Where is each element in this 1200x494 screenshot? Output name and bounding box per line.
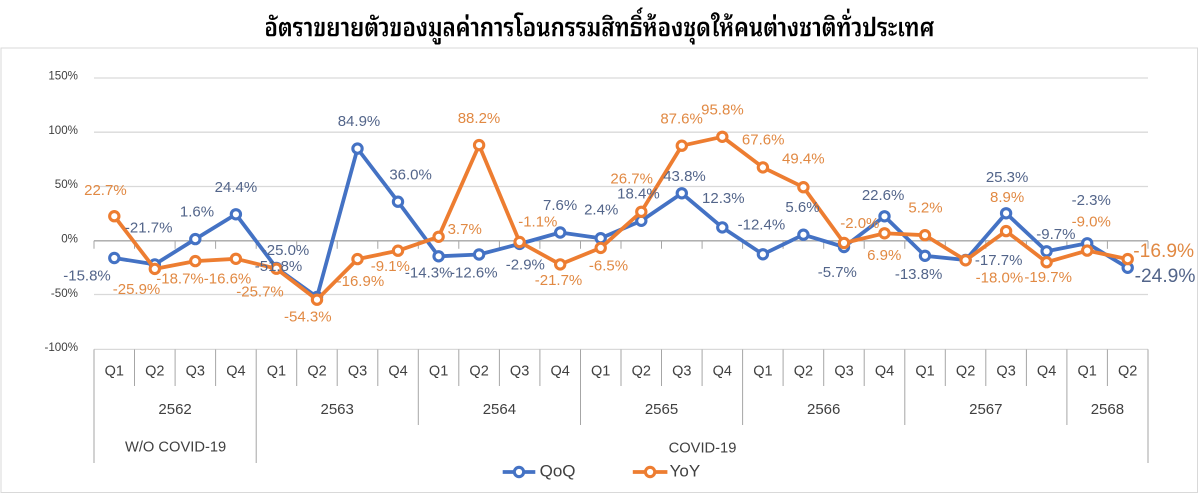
svg-text:-21.7%: -21.7% — [535, 272, 583, 289]
svg-text:2563: 2563 — [321, 401, 354, 418]
svg-text:-9.0%: -9.0% — [1072, 214, 1111, 231]
svg-text:Q2: Q2 — [1118, 364, 1137, 380]
svg-text:-9.7%: -9.7% — [1036, 226, 1075, 243]
svg-text:Q1: Q1 — [429, 364, 448, 380]
svg-text:-50%: -50% — [51, 287, 78, 300]
svg-text:Q4: Q4 — [1037, 364, 1056, 380]
svg-text:-18.7%: -18.7% — [156, 270, 204, 287]
svg-text:-17.7%: -17.7% — [975, 252, 1023, 269]
svg-text:Q3: Q3 — [186, 364, 205, 380]
svg-text:Q2: Q2 — [145, 364, 164, 380]
svg-text:-9.1%: -9.1% — [371, 258, 410, 275]
svg-text:Q3: Q3 — [672, 364, 691, 380]
svg-text:43.8%: 43.8% — [663, 168, 706, 185]
svg-text:-100%: -100% — [44, 341, 78, 354]
svg-text:Q1: Q1 — [591, 364, 610, 380]
svg-text:-6.5%: -6.5% — [589, 257, 628, 274]
svg-text:Q1: Q1 — [267, 364, 286, 380]
svg-text:Q4: Q4 — [226, 364, 245, 380]
svg-text:Q1: Q1 — [105, 364, 124, 380]
svg-text:Q4: Q4 — [551, 364, 570, 380]
svg-text:1.6%: 1.6% — [180, 204, 214, 221]
svg-text:25.3%: 25.3% — [986, 169, 1029, 186]
svg-text:-51.8%: -51.8% — [255, 258, 303, 275]
svg-text:Q3: Q3 — [834, 364, 853, 380]
svg-text:100%: 100% — [48, 124, 78, 137]
svg-text:2567: 2567 — [969, 401, 1002, 418]
svg-text:-24.9%: -24.9% — [1135, 266, 1196, 287]
svg-text:95.8%: 95.8% — [701, 102, 744, 119]
svg-text:-2.0%: -2.0% — [840, 215, 879, 232]
svg-text:Q2: Q2 — [794, 364, 813, 380]
svg-text:Q2: Q2 — [632, 364, 651, 380]
svg-text:-19.7%: -19.7% — [1024, 269, 1072, 286]
svg-text:-1.1%: -1.1% — [518, 214, 557, 231]
svg-text:Q1: Q1 — [1078, 364, 1097, 380]
svg-text:12.3%: 12.3% — [702, 190, 745, 207]
svg-text:Q1: Q1 — [915, 364, 934, 380]
svg-text:84.9%: 84.9% — [338, 113, 381, 130]
svg-text:22.6%: 22.6% — [862, 187, 905, 204]
svg-text:-18.0%: -18.0% — [976, 269, 1024, 286]
svg-text:-16.9%: -16.9% — [337, 273, 385, 290]
svg-text:-12.4%: -12.4% — [738, 217, 786, 234]
svg-text:Q3: Q3 — [510, 364, 529, 380]
svg-text:-5.7%: -5.7% — [818, 264, 857, 281]
svg-text:2562: 2562 — [158, 401, 191, 418]
svg-text:-12.6%: -12.6% — [450, 265, 498, 282]
svg-text:Q3: Q3 — [996, 364, 1015, 380]
svg-text:-16.6%: -16.6% — [204, 270, 252, 287]
svg-text:Q2: Q2 — [307, 364, 326, 380]
svg-text:26.7%: 26.7% — [610, 170, 653, 187]
svg-text:0%: 0% — [61, 233, 78, 246]
svg-text:-2.9%: -2.9% — [506, 257, 545, 274]
svg-text:22.7%: 22.7% — [84, 182, 127, 199]
svg-text:Q2: Q2 — [956, 364, 975, 380]
svg-text:W/O COVID-19: W/O COVID-19 — [125, 440, 226, 456]
svg-text:-25.0%: -25.0% — [262, 242, 310, 259]
svg-text:-21.7%: -21.7% — [125, 220, 173, 237]
svg-text:2.4%: 2.4% — [584, 201, 618, 218]
svg-text:-15.8%: -15.8% — [63, 267, 111, 284]
svg-text:8.9%: 8.9% — [990, 189, 1024, 206]
svg-text:Q4: Q4 — [713, 364, 732, 380]
svg-text:2568: 2568 — [1091, 401, 1124, 418]
svg-text:2564: 2564 — [483, 401, 516, 418]
svg-text:24.4%: 24.4% — [215, 179, 258, 196]
svg-text:18.4%: 18.4% — [617, 186, 660, 203]
svg-text:7.6%: 7.6% — [543, 197, 577, 214]
svg-text:Q4: Q4 — [388, 364, 407, 380]
svg-text:-54.3%: -54.3% — [284, 308, 332, 325]
svg-text:6.9%: 6.9% — [867, 247, 901, 264]
svg-text:2566: 2566 — [807, 401, 840, 418]
svg-text:Q3: Q3 — [348, 364, 367, 380]
svg-text:Q4: Q4 — [875, 364, 894, 380]
svg-text:3.7%: 3.7% — [448, 221, 482, 238]
svg-text:-13.8%: -13.8% — [895, 266, 943, 283]
svg-text:2565: 2565 — [645, 401, 678, 418]
svg-text:Q2: Q2 — [469, 364, 488, 380]
svg-text:YoY: YoY — [670, 462, 701, 481]
svg-text:-14.3%: -14.3% — [405, 265, 453, 282]
svg-text:-25.7%: -25.7% — [236, 284, 284, 301]
svg-text:-25.9%: -25.9% — [113, 281, 161, 298]
svg-text:COVID-19: COVID-19 — [669, 441, 737, 457]
svg-text:67.6%: 67.6% — [742, 131, 785, 148]
svg-text:150%: 150% — [48, 70, 78, 83]
svg-text:88.2%: 88.2% — [458, 110, 501, 127]
svg-text:5.6%: 5.6% — [785, 199, 819, 216]
svg-text:-16.9%: -16.9% — [1133, 241, 1194, 262]
svg-text:QoQ: QoQ — [540, 462, 576, 481]
svg-text:49.4%: 49.4% — [782, 151, 825, 168]
svg-text:50%: 50% — [55, 178, 78, 191]
svg-text:87.6%: 87.6% — [660, 110, 703, 127]
svg-text:Q1: Q1 — [753, 364, 772, 380]
svg-text:5.2%: 5.2% — [908, 199, 942, 216]
svg-text:36.0%: 36.0% — [389, 166, 432, 183]
svg-text:-2.3%: -2.3% — [1072, 192, 1111, 209]
